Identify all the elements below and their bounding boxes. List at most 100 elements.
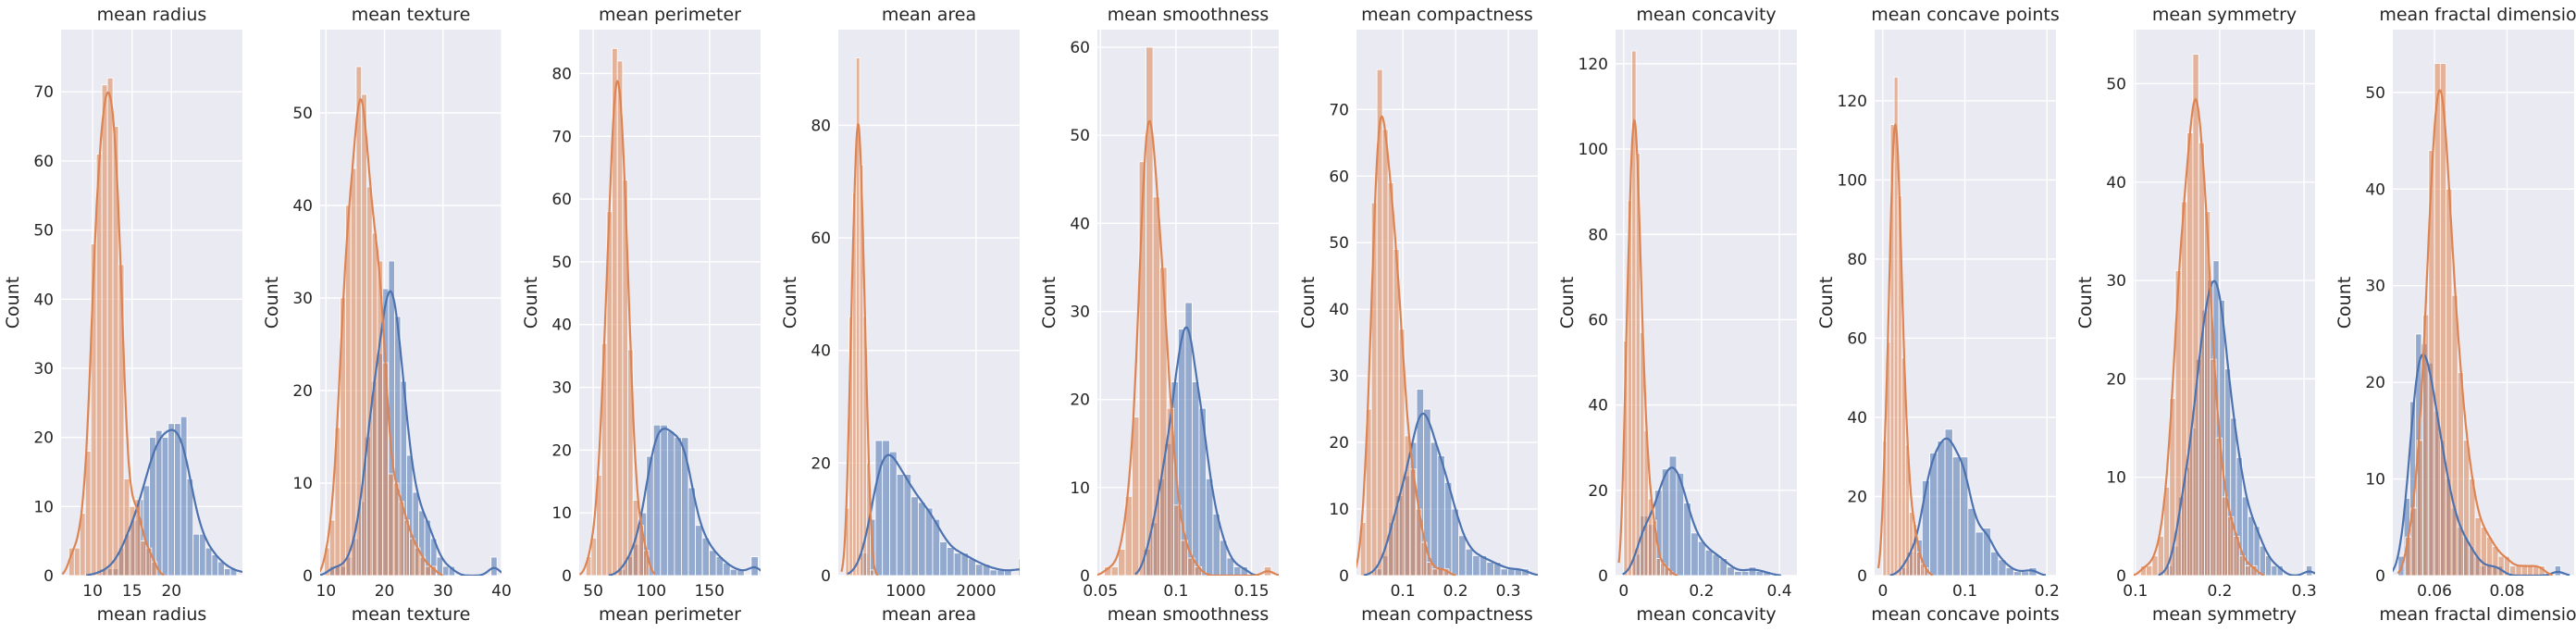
histogram-bar [2463, 440, 2471, 576]
y-tick-label: 30 [2106, 272, 2126, 291]
histogram-bar [409, 538, 415, 576]
y-tick-label: 10 [292, 475, 313, 493]
histogram-bar [1500, 568, 1508, 576]
x-tick-label: 40 [491, 582, 512, 601]
histogram-bar [674, 437, 682, 576]
histogram-bar [1929, 453, 1938, 576]
histogram-bar [2271, 565, 2278, 576]
histogram-bar [425, 565, 431, 576]
y-tick-label: 100 [1579, 141, 1608, 159]
histogram-bar [1387, 182, 1394, 576]
x-tick-label: 20 [375, 582, 395, 601]
histogram-bar [1990, 551, 2000, 576]
histogram-bar [2497, 555, 2505, 576]
y-tick-label: 0 [303, 567, 313, 586]
x-axis-label: mean area [882, 604, 976, 625]
x-axis-label: mean texture [352, 604, 471, 625]
kde-line [1622, 466, 1781, 576]
histogram-bar [666, 430, 675, 576]
histogram-bar [2451, 294, 2458, 576]
histogram-bar [2245, 565, 2252, 576]
histogram-bar [701, 537, 710, 576]
panel-title: mean fractal dimension [2379, 5, 2576, 25]
histogram-bar [442, 565, 450, 576]
x-tick-label: 0.4 [1767, 582, 1792, 601]
kde-line [86, 428, 242, 576]
y-tick-label: 40 [1847, 409, 1867, 428]
histogram-bar [155, 429, 163, 576]
histogram-bar [660, 424, 668, 576]
histogram-bar [167, 423, 175, 576]
histogram-bar [918, 502, 926, 576]
histogram-bar [750, 556, 759, 576]
histogram-bar [1697, 540, 1706, 576]
histogram-bar [1704, 549, 1714, 576]
histogram-panel-9: 0.1 0.2 0.3 0 10 20 30 40 50 mean symmetry Count me… [2075, 5, 2317, 625]
histogram-bar [2259, 545, 2266, 576]
x-tick-label: 0.1 [1163, 582, 1188, 601]
histogram-bar [1472, 555, 1480, 576]
x-tick-label: 20 [161, 582, 181, 601]
y-tick-label: 120 [1838, 93, 1867, 111]
y-tick-label: 20 [1847, 488, 1867, 506]
kde-line [2134, 97, 2264, 576]
y-tick-label: 20 [551, 441, 572, 460]
histogram-bar [366, 186, 373, 576]
histogram-bar [2492, 546, 2499, 576]
y-tick-label: 70 [33, 83, 54, 102]
histogram-bar [1937, 441, 1946, 576]
histogram-panel-8: 0 0.1 0.2 0 20 40 60 80 100 120 mean concave point… [1816, 5, 2060, 625]
y-tick-label: 40 [33, 291, 54, 309]
x-axis-label: mean smoothness [1108, 604, 1269, 625]
x-tick-label: 0.15 [1234, 582, 1269, 601]
histogram-bar [870, 569, 874, 576]
histogram-bar [953, 552, 962, 576]
histogram-bar [217, 561, 225, 576]
histogram-panel-4: 1000 2000 0 20 40 60 80 mean area Count mean area [780, 5, 1020, 625]
y-tick-label: 50 [292, 105, 313, 123]
y-tick-label: 40 [1588, 397, 1608, 416]
histogram-bar [709, 550, 717, 576]
y-tick-label: 0 [1339, 567, 1349, 586]
y-axis-label: Count [521, 277, 541, 329]
histogram-bar [2186, 132, 2194, 576]
x-tick-label: 0.2 [1689, 582, 1714, 601]
y-tick-label: 40 [2106, 174, 2126, 192]
histogram-bar [1951, 456, 1961, 576]
y-tick-label: 70 [551, 128, 572, 146]
histogram-bar [2446, 188, 2453, 576]
x-tick-label: 0.2 [2035, 582, 2060, 601]
x-axis-label: mean fractal dimension [2379, 604, 2576, 625]
y-axis-label: Count [2334, 277, 2355, 329]
x-tick-label: 0.1 [2123, 582, 2148, 601]
x-axis-label: mean radius [97, 604, 207, 625]
histogram-bar [174, 423, 181, 576]
histogram-bar [1118, 549, 1126, 576]
y-tick-label: 80 [1588, 226, 1608, 244]
y-tick-label: 10 [1070, 479, 1090, 498]
histogram-bar [1393, 249, 1400, 576]
x-tick-label: 0.05 [1083, 582, 1118, 601]
histogram-bar [2021, 571, 2030, 576]
y-tick-label: 30 [551, 379, 572, 398]
kde-line [61, 91, 165, 576]
y-tick-label: 0 [2116, 567, 2126, 586]
kde-line [1134, 326, 1257, 576]
y-tick-label: 20 [1329, 434, 1349, 453]
histogram-bar [140, 540, 147, 576]
kde-line [847, 453, 1020, 576]
histogram-bar [1734, 570, 1742, 576]
histogram-bar [968, 558, 976, 576]
histogram-bar [975, 564, 984, 576]
y-tick-label: 10 [2106, 469, 2126, 488]
y-axis-label: Count [780, 277, 800, 329]
histogram-bar [1944, 428, 1953, 576]
x-tick-label: 30 [433, 582, 453, 601]
histogram-bar [1431, 568, 1439, 576]
y-tick-label: 20 [292, 382, 313, 401]
y-axis-label: Count [2075, 277, 2096, 329]
histogram-bar [1430, 441, 1439, 576]
y-tick-label: 60 [1588, 311, 1608, 329]
x-tick-label: 0.06 [2417, 582, 2452, 601]
